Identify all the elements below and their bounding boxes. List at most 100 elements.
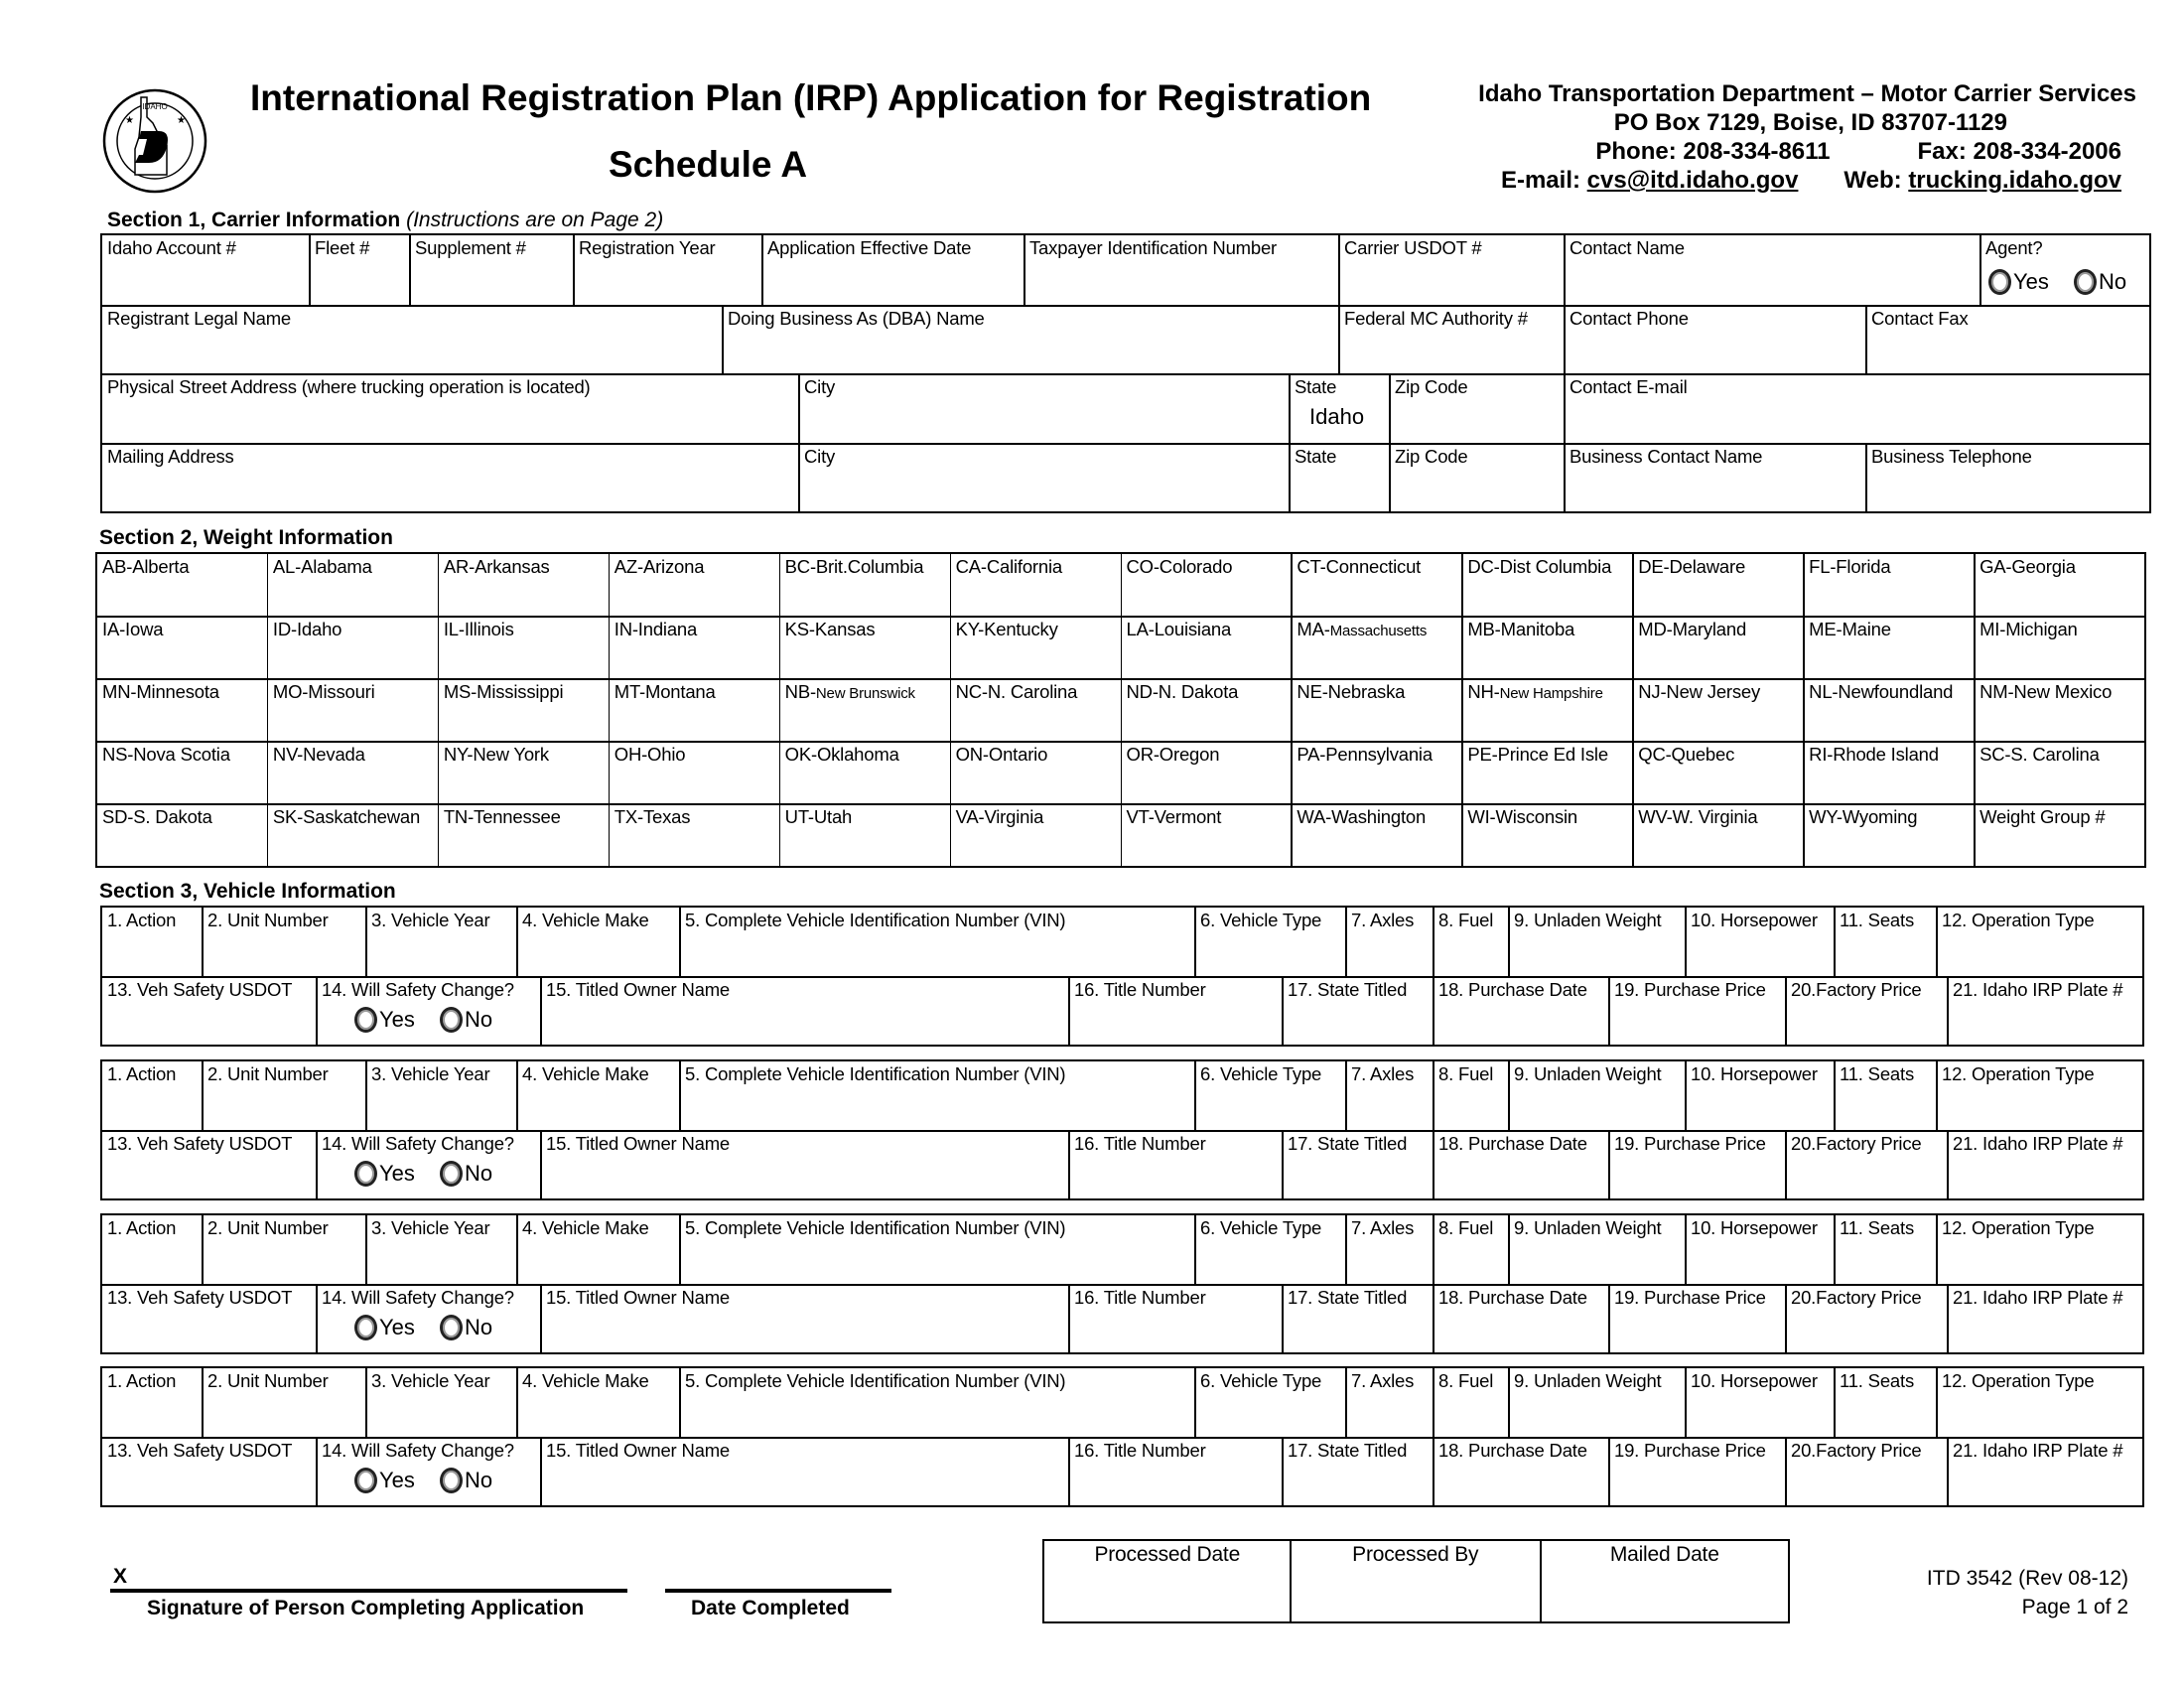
field-5-complete-vehicle-identification-number-vin[interactable]: 5. Complete Vehicle Identification Numbe… <box>679 1367 1196 1439</box>
field-11-seats[interactable]: 11. Seats <box>1834 1060 1938 1132</box>
field-21-idaho-irp-plate[interactable]: 21. Idaho IRP Plate # <box>1947 1130 2144 1200</box>
field-idaho-account[interactable]: Idaho Account # <box>101 234 311 307</box>
field-supplement[interactable]: Supplement # <box>409 234 575 307</box>
field-ok-oklahoma[interactable]: OK-Oklahoma <box>778 741 952 805</box>
field-7-axles[interactable]: 7. Axles <box>1345 907 1434 978</box>
field-2-unit-number[interactable]: 2. Unit Number <box>202 1367 367 1439</box>
field-8-fuel[interactable]: 8. Fuel <box>1433 907 1510 978</box>
field-12-operation-type[interactable]: 12. Operation Type <box>1936 1214 2144 1286</box>
field-17-state-titled[interactable]: 17. State Titled <box>1282 1284 1434 1354</box>
field-20-factory-price[interactable]: 20.Factory Price <box>1785 1130 1949 1200</box>
field-ms-mississippi[interactable]: MS-Mississippi <box>437 678 611 743</box>
field-4-vehicle-make[interactable]: 4. Vehicle Make <box>516 1367 681 1439</box>
field-17-state-titled[interactable]: 17. State Titled <box>1282 976 1434 1047</box>
field-18-purchase-date[interactable]: 18. Purchase Date <box>1433 976 1610 1047</box>
field-3-vehicle-year[interactable]: 3. Vehicle Year <box>365 1060 518 1132</box>
field-4-vehicle-make[interactable]: 4. Vehicle Make <box>516 1214 681 1286</box>
field-registrant-legal-name[interactable]: Registrant Legal Name <box>101 305 724 375</box>
field-ns-nova-scotia[interactable]: NS-Nova Scotia <box>96 741 269 805</box>
field-ut-utah[interactable]: UT-Utah <box>778 803 952 868</box>
field-doing-business-as-dba-name[interactable]: Doing Business As (DBA) Name <box>722 305 1340 375</box>
field-20-factory-price[interactable]: 20.Factory Price <box>1785 1437 1949 1507</box>
field-nh-new-hampshire[interactable]: NH-New Hampshire <box>1461 678 1634 743</box>
field-ks-kansas[interactable]: KS-Kansas <box>778 616 952 680</box>
field-ky-kentucky[interactable]: KY-Kentucky <box>949 616 1122 680</box>
field-physical-street-address-where-trucking-operation-is-located[interactable]: Physical Street Address (where trucking … <box>101 373 800 445</box>
field-8-fuel[interactable]: 8. Fuel <box>1433 1060 1510 1132</box>
field-1-action[interactable]: 1. Action <box>101 1060 204 1132</box>
field-16-title-number[interactable]: 16. Title Number <box>1068 1130 1284 1200</box>
field-business-telephone[interactable]: Business Telephone <box>1865 443 2151 513</box>
field-4-vehicle-make[interactable]: 4. Vehicle Make <box>516 1060 681 1132</box>
field-sk-saskatchewan[interactable]: SK-Saskatchewan <box>266 803 440 868</box>
field-6-vehicle-type[interactable]: 6. Vehicle Type <box>1194 1214 1347 1286</box>
field-7-axles[interactable]: 7. Axles <box>1345 1367 1434 1439</box>
field-ri-rhode-island[interactable]: RI-Rhode Island <box>1803 741 1976 805</box>
field-contact-phone[interactable]: Contact Phone <box>1564 305 1867 375</box>
field-10-horsepower[interactable]: 10. Horsepower <box>1685 1214 1836 1286</box>
field-bc-brit-columbia[interactable]: BC-Brit.Columbia <box>778 553 952 618</box>
field-fleet[interactable]: Fleet # <box>309 234 411 307</box>
field-8-fuel[interactable]: 8. Fuel <box>1433 1214 1510 1286</box>
field-va-virginia[interactable]: VA-Virginia <box>949 803 1122 868</box>
field-2-unit-number[interactable]: 2. Unit Number <box>202 1214 367 1286</box>
field-21-idaho-irp-plate[interactable]: 21. Idaho IRP Plate # <box>1947 1284 2144 1354</box>
field-nm-new-mexico[interactable]: NM-New Mexico <box>1974 678 2146 743</box>
field-pe-prince-ed-isle[interactable]: PE-Prince Ed Isle <box>1461 741 1634 805</box>
state-value[interactable]: Idaho <box>1309 404 1365 429</box>
field-nj-new-jersey[interactable]: NJ-New Jersey <box>1632 678 1805 743</box>
field-az-arizona[interactable]: AZ-Arizona <box>608 553 781 618</box>
field-11-seats[interactable]: 11. Seats <box>1834 907 1938 978</box>
safety-change-yes-radio[interactable]: Yes <box>354 1161 415 1187</box>
field-nl-newfoundland[interactable]: NL-Newfoundland <box>1803 678 1976 743</box>
field-16-title-number[interactable]: 16. Title Number <box>1068 1284 1284 1354</box>
field-13-veh-safety-usdot[interactable]: 13. Veh Safety USDOT <box>101 1437 318 1507</box>
field-ia-iowa[interactable]: IA-Iowa <box>96 616 269 680</box>
field-9-unladen-weight[interactable]: 9. Unladen Weight <box>1508 907 1687 978</box>
field-dc-dist-columbia[interactable]: DC-Dist Columbia <box>1461 553 1634 618</box>
field-sc-s-carolina[interactable]: SC-S. Carolina <box>1974 741 2146 805</box>
field-processed-date[interactable]: Processed Date <box>1043 1540 1292 1623</box>
field-2-unit-number[interactable]: 2. Unit Number <box>202 1060 367 1132</box>
field-or-oregon[interactable]: OR-Oregon <box>1120 741 1293 805</box>
field-12-operation-type[interactable]: 12. Operation Type <box>1936 1060 2144 1132</box>
field-12-operation-type[interactable]: 12. Operation Type <box>1936 1367 2144 1439</box>
field-federal-mc-authority[interactable]: Federal MC Authority # <box>1338 305 1566 375</box>
field-ne-nebraska[interactable]: NE-Nebraska <box>1291 678 1463 743</box>
field-zip-code[interactable]: Zip Code <box>1389 373 1566 445</box>
field-vt-vermont[interactable]: VT-Vermont <box>1120 803 1293 868</box>
field-9-unladen-weight[interactable]: 9. Unladen Weight <box>1508 1060 1687 1132</box>
field-13-veh-safety-usdot[interactable]: 13. Veh Safety USDOT <box>101 976 318 1047</box>
field-20-factory-price[interactable]: 20.Factory Price <box>1785 976 1949 1047</box>
field-co-colorado[interactable]: CO-Colorado <box>1120 553 1293 618</box>
field-city[interactable]: City <box>798 373 1291 445</box>
field-in-indiana[interactable]: IN-Indiana <box>608 616 781 680</box>
field-1-action[interactable]: 1. Action <box>101 907 204 978</box>
field-10-horsepower[interactable]: 10. Horsepower <box>1685 1060 1836 1132</box>
field-19-purchase-price[interactable]: 19. Purchase Price <box>1608 1284 1787 1354</box>
field-5-complete-vehicle-identification-number-vin[interactable]: 5. Complete Vehicle Identification Numbe… <box>679 1060 1196 1132</box>
field-wi-wisconsin[interactable]: WI-Wisconsin <box>1461 803 1634 868</box>
field-nb-new-brunswick[interactable]: NB-New Brunswick <box>778 678 952 743</box>
field-15-titled-owner-name[interactable]: 15. Titled Owner Name <box>540 1437 1070 1507</box>
field-weight-group[interactable]: Weight Group # <box>1974 803 2146 868</box>
field-9-unladen-weight[interactable]: 9. Unladen Weight <box>1508 1367 1687 1439</box>
agent-yes-radio[interactable]: Yes <box>1988 269 2049 295</box>
field-10-horsepower[interactable]: 10. Horsepower <box>1685 1367 1836 1439</box>
field-al-alabama[interactable]: AL-Alabama <box>266 553 440 618</box>
field-3-vehicle-year[interactable]: 3. Vehicle Year <box>365 1214 518 1286</box>
field-zip-code[interactable]: Zip Code <box>1389 443 1566 513</box>
field-ab-alberta[interactable]: AB-Alberta <box>96 553 269 618</box>
field-ct-connecticut[interactable]: CT-Connecticut <box>1291 553 1463 618</box>
field-tx-texas[interactable]: TX-Texas <box>608 803 781 868</box>
field-13-veh-safety-usdot[interactable]: 13. Veh Safety USDOT <box>101 1284 318 1354</box>
field-business-contact-name[interactable]: Business Contact Name <box>1564 443 1867 513</box>
field-wy-wyoming[interactable]: WY-Wyoming <box>1803 803 1976 868</box>
safety-change-yes-radio[interactable]: Yes <box>354 1007 415 1033</box>
field-16-title-number[interactable]: 16. Title Number <box>1068 1437 1284 1507</box>
field-la-louisiana[interactable]: LA-Louisiana <box>1120 616 1293 680</box>
signature-line[interactable] <box>110 1589 627 1593</box>
field-ca-california[interactable]: CA-California <box>949 553 1122 618</box>
field-5-complete-vehicle-identification-number-vin[interactable]: 5. Complete Vehicle Identification Numbe… <box>679 907 1196 978</box>
field-application-effective-date[interactable]: Application Effective Date <box>761 234 1025 307</box>
